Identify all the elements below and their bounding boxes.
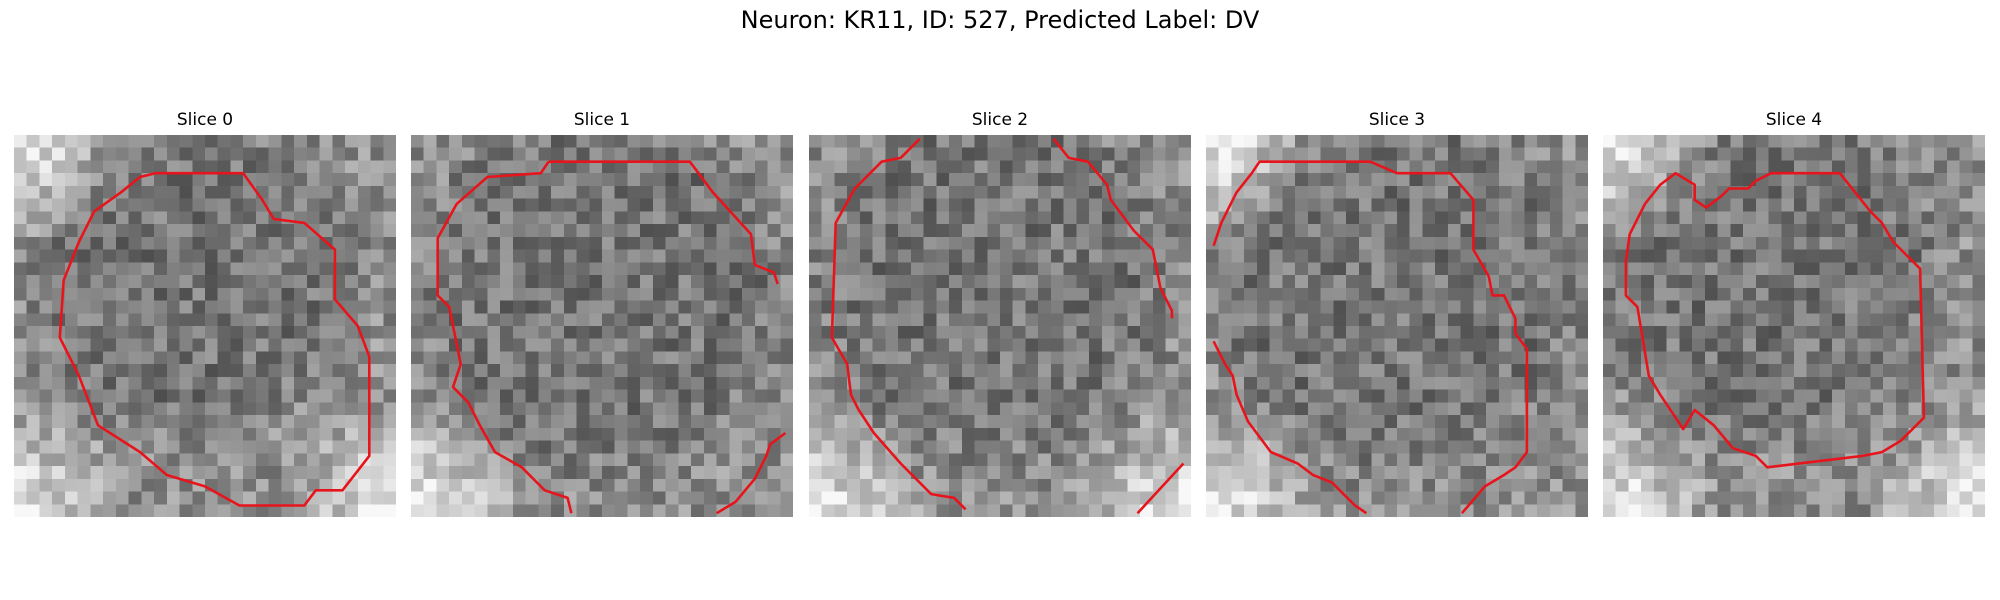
slice-panel-2: Slice 2 bbox=[809, 108, 1191, 517]
contour-line bbox=[1624, 171, 1926, 469]
slice-image bbox=[14, 135, 396, 517]
slice-panel-4: Slice 4 bbox=[1603, 108, 1985, 517]
contour-line bbox=[1212, 340, 1368, 515]
contour-line bbox=[830, 137, 967, 511]
contour-line bbox=[1212, 160, 1529, 515]
slice-title: Slice 3 bbox=[1368, 110, 1426, 130]
slice-image bbox=[1206, 135, 1588, 517]
slice-panel-1: Slice 1 bbox=[411, 108, 793, 517]
contour-overlay bbox=[436, 160, 787, 515]
slice-image bbox=[809, 135, 1191, 517]
slice-title: Slice 2 bbox=[971, 110, 1029, 130]
slice-panel-3: Slice 3 bbox=[1206, 108, 1588, 517]
contour-line bbox=[1136, 462, 1185, 515]
contour-overlay bbox=[58, 171, 371, 507]
contour-overlay bbox=[1624, 171, 1926, 469]
slice-panel-0: Slice 0 bbox=[14, 108, 396, 517]
slice-title: Slice 1 bbox=[573, 110, 631, 130]
slice-title: Slice 0 bbox=[176, 110, 234, 130]
figure-title: Neuron: KR11, ID: 527, Predicted Label: … bbox=[740, 6, 1260, 34]
contour-line bbox=[715, 431, 787, 515]
contour-line bbox=[1052, 137, 1174, 319]
contour-overlay bbox=[830, 137, 1185, 515]
contour-overlay bbox=[1212, 160, 1529, 515]
slice-title: Slice 4 bbox=[1765, 110, 1823, 130]
contour-line bbox=[548, 160, 779, 285]
slice-image bbox=[411, 135, 793, 517]
contour-line bbox=[58, 171, 371, 507]
contour-line bbox=[436, 160, 573, 514]
